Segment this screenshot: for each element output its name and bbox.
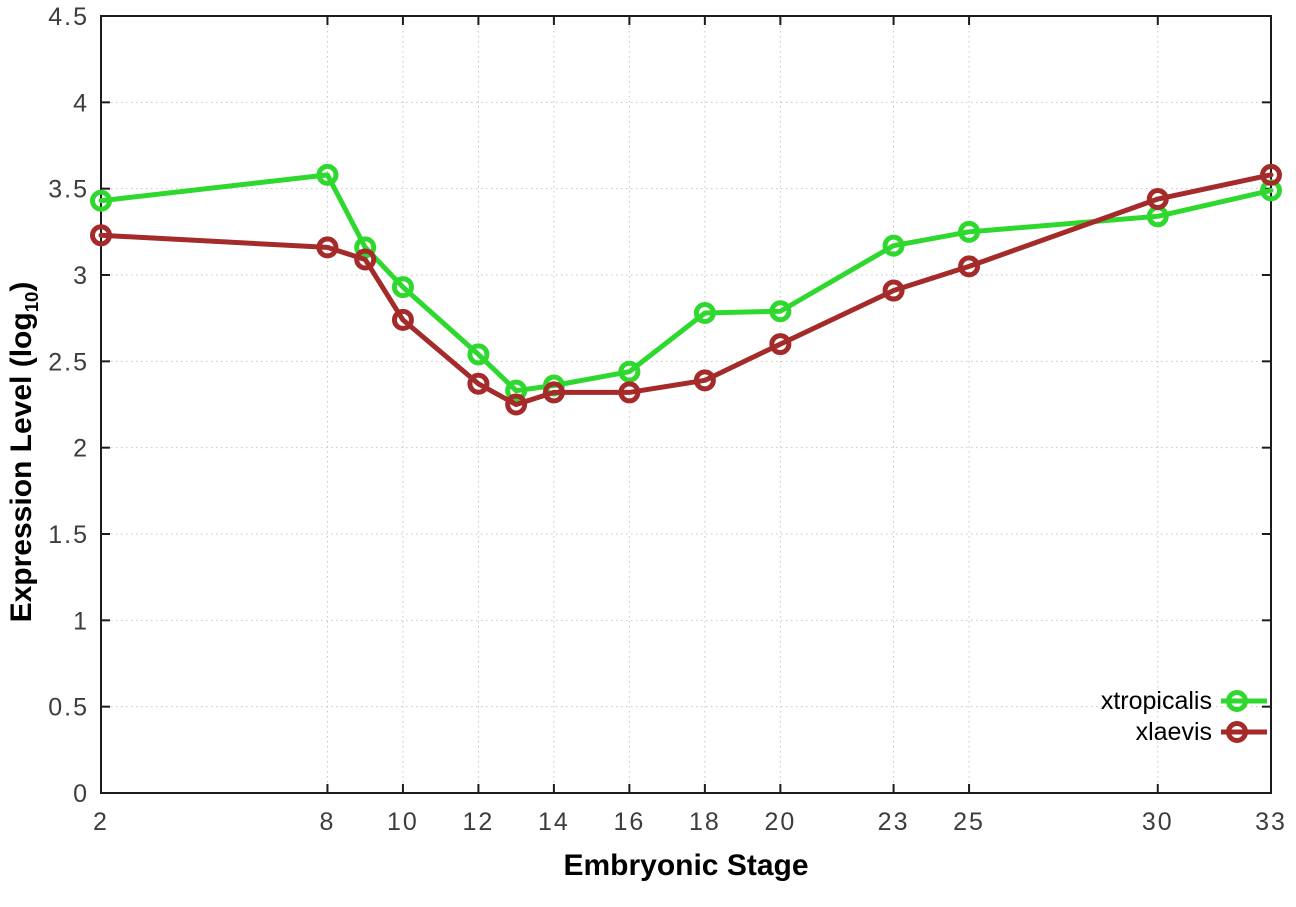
y-tick-label: 2 <box>73 435 89 463</box>
legend: xtropicalis xlaevis <box>1101 687 1267 746</box>
legend-sample-xtropicalis <box>1221 690 1267 712</box>
data-point-xtropicalis <box>505 379 528 402</box>
data-point-xtropicalis <box>467 343 490 366</box>
data-point-xtropicalis <box>618 360 641 383</box>
y-axis-title-subscript: 10 <box>21 291 42 313</box>
y-tick-label: 0 <box>73 780 89 808</box>
x-tick-label: 16 <box>613 808 645 836</box>
x-axis-title: Embryonic Stage <box>563 849 809 882</box>
data-point-xlaevis <box>882 279 905 302</box>
data-point-xlaevis <box>354 248 377 271</box>
data-point-xtropicalis <box>958 220 981 243</box>
legend-circle-marker-icon <box>1226 690 1248 712</box>
data-point-xtropicalis <box>90 189 112 212</box>
x-tick-label: 14 <box>538 808 570 836</box>
x-tick-label: 12 <box>463 808 495 836</box>
y-tick-label: 2.5 <box>48 348 89 376</box>
y-axis-title-main: Expression Level (log <box>5 312 38 623</box>
y-tick-label: 4 <box>73 89 89 117</box>
x-tick-label: 25 <box>953 808 985 836</box>
x-tick-label: 10 <box>387 808 419 836</box>
legend-item-xtropicalis: xtropicalis <box>1101 687 1267 715</box>
plot-border <box>100 15 1272 794</box>
data-point-xlaevis <box>618 381 641 404</box>
y-axis-title-end: ) <box>5 281 38 292</box>
y-tick-label: 3.5 <box>48 176 89 204</box>
data-point-xlaevis <box>958 255 981 278</box>
legend-label-xlaevis: xlaevis <box>1135 717 1212 746</box>
data-point-xlaevis <box>90 224 112 247</box>
legend-label-xtropicalis: xtropicalis <box>1100 686 1212 715</box>
y-tick-label: 1 <box>73 607 89 635</box>
y-tick-label: 4.5 <box>48 3 89 31</box>
x-tick-label: 30 <box>1142 808 1174 836</box>
y-axis-title: Expression Level (log10) <box>5 282 43 623</box>
data-point-xlaevis <box>1146 188 1169 211</box>
data-point-xlaevis <box>505 393 528 416</box>
data-point-xlaevis <box>542 381 565 404</box>
data-point-xtropicalis <box>693 301 716 324</box>
x-tick-label: 20 <box>764 808 796 836</box>
y-tick-label: 1.5 <box>48 521 89 549</box>
legend-item-xlaevis: xlaevis <box>1136 718 1267 746</box>
data-point-xlaevis <box>467 372 490 395</box>
y-tick-label: 0.5 <box>48 694 89 722</box>
data-point-xlaevis <box>316 236 339 259</box>
data-point-xlaevis <box>1260 163 1282 186</box>
x-tick-label: 23 <box>878 808 910 836</box>
y-tick-label: 3 <box>73 262 89 290</box>
data-point-xlaevis <box>769 333 792 356</box>
x-tick-label: 33 <box>1255 808 1287 836</box>
data-point-xtropicalis <box>316 163 339 186</box>
data-point-xlaevis <box>391 308 414 331</box>
data-point-xtropicalis <box>769 300 792 323</box>
data-point-xtropicalis <box>391 276 414 299</box>
x-tick-label: 2 <box>93 808 109 836</box>
data-point-xtropicalis <box>354 236 377 259</box>
data-point-xlaevis <box>693 369 716 392</box>
x-tick-label: 8 <box>319 808 335 836</box>
series-line-xlaevis <box>98 172 1274 407</box>
legend-sample-xlaevis <box>1221 721 1267 743</box>
legend-circle-marker-icon <box>1226 721 1248 743</box>
x-tick-label: 18 <box>689 808 721 836</box>
data-point-xtropicalis <box>882 234 905 257</box>
